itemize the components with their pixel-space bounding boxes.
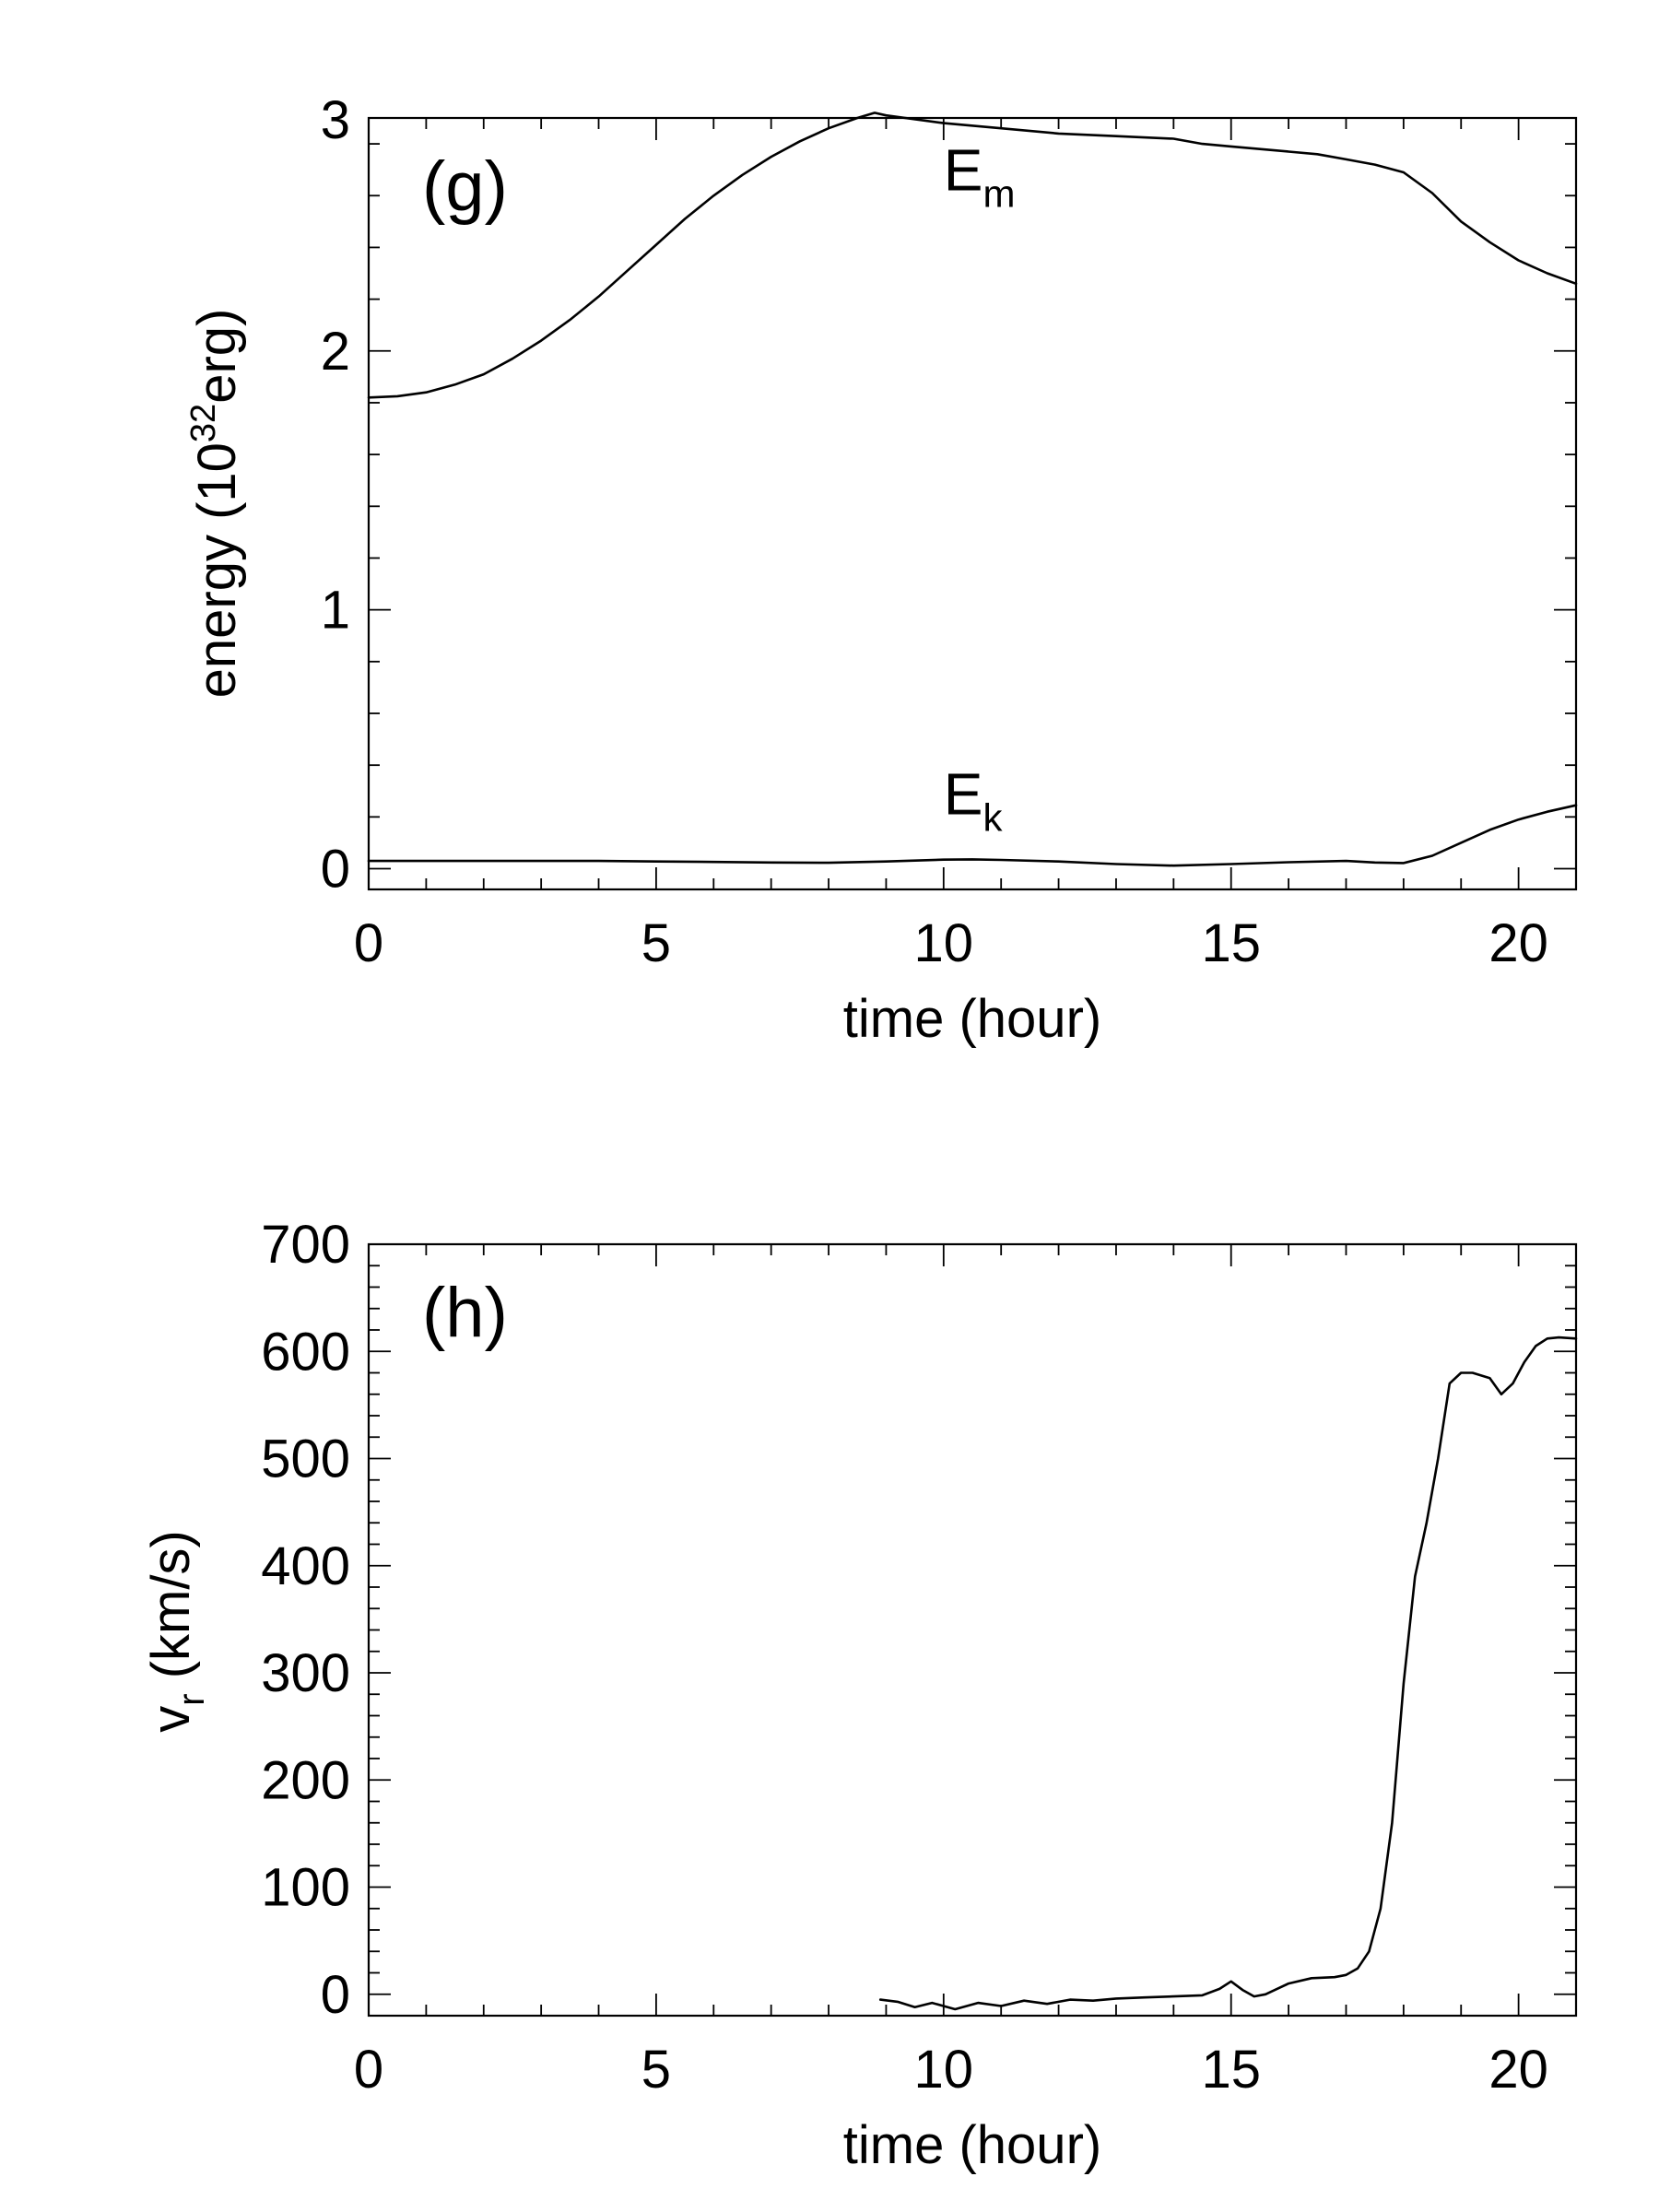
x-tick-label: 5 — [641, 913, 671, 973]
series-line-e-k — [367, 804, 1578, 867]
y-tick-label: 600 — [261, 1322, 350, 1382]
x-axis-title: time (hour) — [843, 2115, 1101, 2175]
y-axis-title: energy (1032erg) — [184, 309, 247, 699]
y-tick-label: 0 — [321, 1965, 350, 2025]
x-tick-label: 15 — [1201, 913, 1261, 973]
y-tick-label: 100 — [261, 1858, 350, 1918]
y-tick-label: 700 — [261, 1215, 350, 1275]
series-line-v-r — [878, 1335, 1578, 2011]
x-tick-label: 15 — [1201, 2040, 1261, 2100]
x-tick-label: 5 — [641, 2040, 671, 2100]
y-axis-title: vr (km/s) — [141, 1530, 212, 1733]
x-tick-label: 10 — [914, 913, 974, 973]
series-line-e-m — [367, 112, 1578, 399]
series-label-e-k: Ek — [944, 761, 1004, 840]
plot-frame — [367, 116, 1578, 891]
y-tick-label: 300 — [261, 1643, 350, 1703]
y-tick-label: 0 — [321, 840, 350, 900]
panel-label: (h) — [422, 1274, 508, 1352]
panel-label: (g) — [422, 147, 508, 226]
series-label-e-m: Em — [944, 137, 1016, 216]
y-tick-label: 2 — [321, 322, 350, 382]
x-axis-title: time (hour) — [843, 989, 1101, 1049]
y-tick-label: 400 — [261, 1536, 350, 1596]
y-tick-label: 500 — [261, 1430, 350, 1489]
y-tick-label: 200 — [261, 1750, 350, 1810]
x-tick-label: 20 — [1488, 913, 1548, 973]
x-tick-label: 0 — [354, 2040, 383, 2100]
plot-frame — [367, 1242, 1578, 2018]
x-tick-label: 0 — [354, 913, 383, 973]
x-tick-label: 20 — [1488, 2040, 1548, 2100]
y-tick-label-top: 3 — [321, 90, 350, 150]
y-tick-label: 1 — [321, 581, 350, 641]
x-tick-label: 10 — [914, 2040, 974, 2100]
panel-g-energy-chart: 0 5 10 15 20 0 1 2 3 time (hour) energy (1032erg) (… — [184, 90, 1578, 1049]
